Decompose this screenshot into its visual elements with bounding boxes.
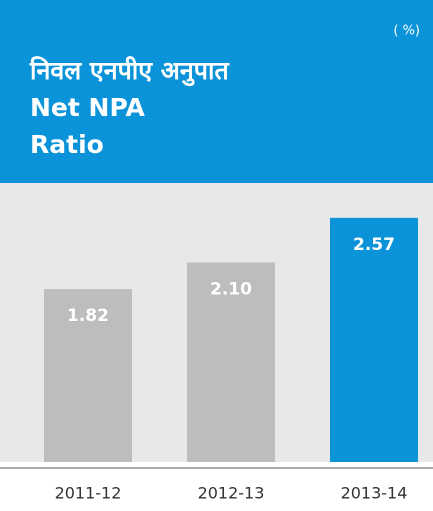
x-tick-label: 2011-12: [55, 484, 122, 503]
bar: [44, 289, 132, 462]
x-tick-label: 2013-14: [341, 484, 408, 503]
bar: [187, 262, 275, 462]
unit-label: ( %): [393, 24, 420, 39]
x-tick-label: 2012-13: [198, 484, 265, 503]
base-strip: [0, 462, 433, 468]
bar: [330, 217, 418, 462]
data-label: 2.10: [210, 280, 252, 300]
title-hindi: निवल एनपीए अनुपात: [29, 56, 230, 87]
data-label: 1.82: [67, 306, 109, 326]
header: [0, 0, 433, 183]
data-label: 2.57: [353, 235, 395, 255]
chart-title: Net NPA: [30, 93, 145, 122]
chart-title: Ratio: [30, 130, 104, 159]
